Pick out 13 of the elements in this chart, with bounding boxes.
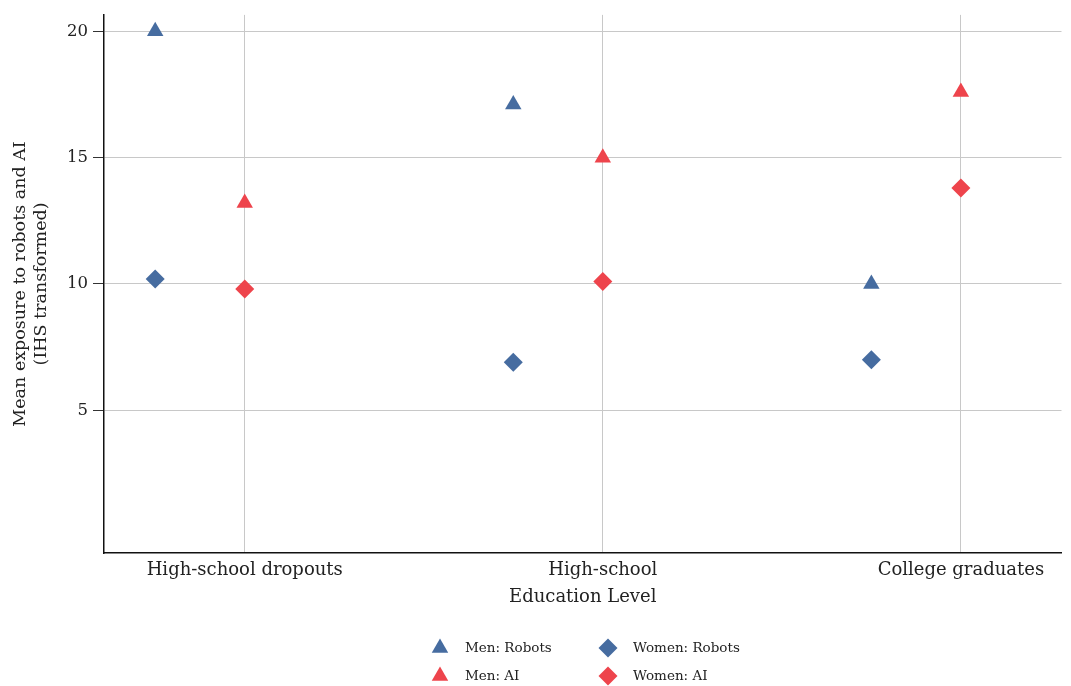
- legend-label: Men: Robots: [465, 638, 552, 655]
- legend-label: Women: AI: [633, 666, 708, 683]
- x-axis-title: Education Level: [509, 584, 657, 606]
- x-tick-label: High-school dropouts: [146, 558, 343, 580]
- x-tick-label: High-school: [548, 558, 658, 580]
- y-tick-label: 5: [77, 399, 88, 419]
- legend-label: Men: AI: [465, 666, 520, 683]
- y-tick-label: 20: [67, 20, 88, 40]
- y-axis-title: Mean exposure to robots and AI (IHS transformed): [9, 141, 51, 427]
- y-tick-label: 10: [67, 273, 88, 293]
- y-tick-label: 15: [67, 146, 88, 166]
- legend-label: Women: Robots: [633, 638, 740, 655]
- x-tick-label: College graduates: [877, 558, 1045, 580]
